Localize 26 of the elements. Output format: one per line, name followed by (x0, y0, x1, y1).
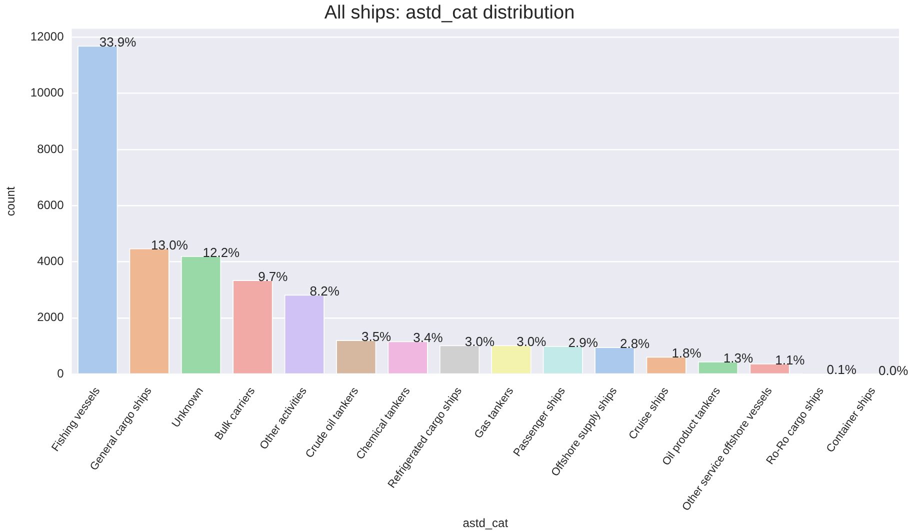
annotation: 1.1% (775, 352, 806, 368)
y-tick-label: 2000 (37, 310, 64, 324)
annotation: 3.5% (361, 329, 392, 344)
annotation: 33.9% (99, 34, 137, 50)
y-tick-label: 12000 (30, 30, 64, 44)
annotation: 0.1% (826, 362, 857, 377)
y-tick-label: 6000 (37, 198, 64, 212)
y-axis-title: count (4, 186, 18, 216)
annotation: 8.2% (310, 284, 340, 299)
annotation: 1.3% (723, 350, 754, 366)
annotation: 2.9% (568, 335, 598, 350)
x-axis-title: astd_cat (462, 516, 509, 530)
annotation: 3.4% (413, 330, 444, 346)
annotation: 12.2% (202, 244, 240, 260)
chart-title: All ships: astd_cat distribution (324, 2, 575, 24)
annotation: 0.0% (878, 362, 909, 378)
y-tick-label: 0 (57, 366, 64, 380)
annotation: 2.8% (620, 336, 650, 352)
annotation: 9.7% (258, 269, 288, 284)
y-tick-label: 4000 (37, 254, 64, 268)
annotation: 3.0% (516, 334, 547, 350)
annotation: 1.8% (672, 346, 702, 361)
y-tick-label: 10000 (30, 86, 64, 100)
annotation: 3.0% (464, 334, 495, 350)
annotation: 13.0% (151, 237, 188, 252)
y-tick-label: 8000 (37, 142, 64, 156)
